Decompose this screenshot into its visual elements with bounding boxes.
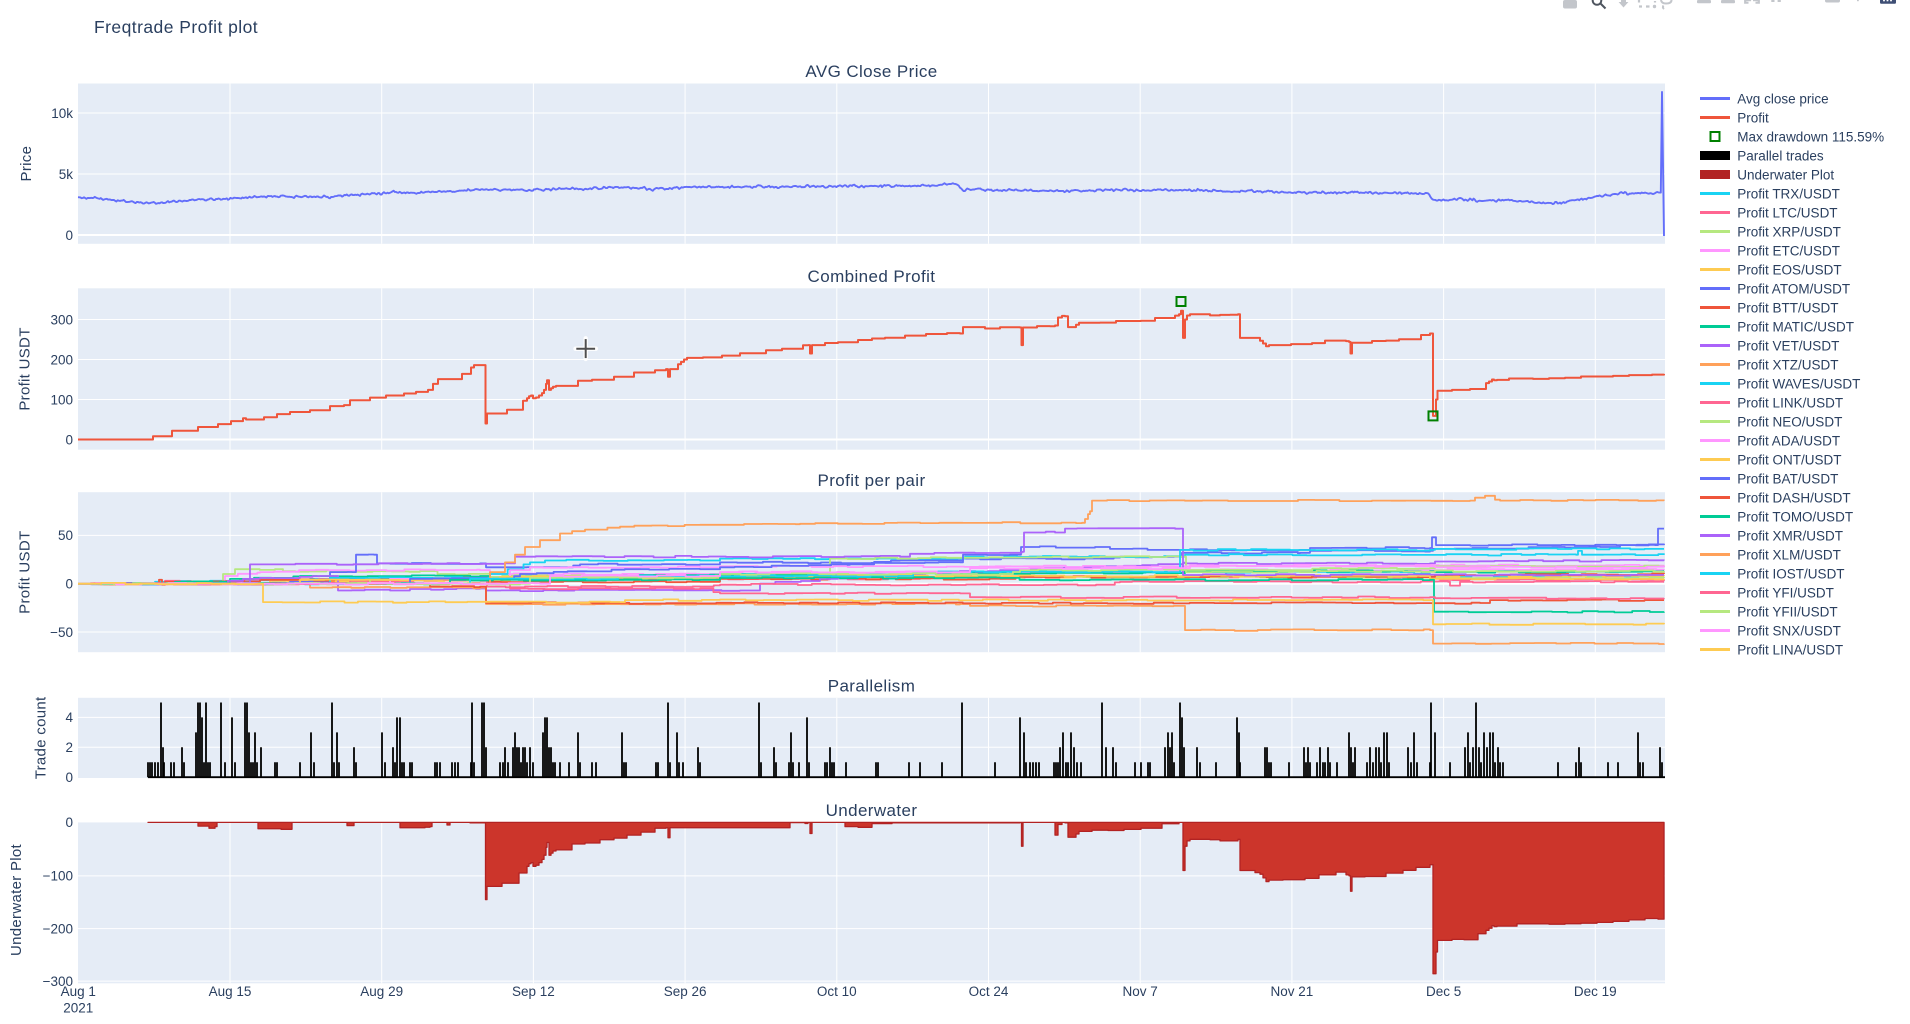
svg-text:Profit IOST/USDT: Profit IOST/USDT [1737,566,1844,581]
svg-text:Parallel trades: Parallel trades [1737,148,1824,163]
svg-text:Profit ATOM/USDT: Profit ATOM/USDT [1737,281,1850,296]
svg-text:2: 2 [65,740,73,755]
svg-text:10k: 10k [51,106,73,121]
svg-text:0: 0 [65,432,73,447]
svg-text:AVG Close Price: AVG Close Price [805,62,937,81]
svg-text:Profit LTC/USDT: Profit LTC/USDT [1737,205,1837,220]
svg-text:Profit BAT/USDT: Profit BAT/USDT [1737,471,1838,486]
svg-text:Nov 21: Nov 21 [1271,984,1314,999]
svg-text:5k: 5k [59,167,74,182]
svg-text:Profit YFII/USDT: Profit YFII/USDT [1737,604,1837,619]
svg-text:0: 0 [65,770,73,785]
svg-text:200: 200 [50,352,73,367]
svg-text:Profit DASH/USDT: Profit DASH/USDT [1737,490,1850,505]
svg-text:Profit SNX/USDT: Profit SNX/USDT [1737,623,1841,638]
svg-text:0: 0 [65,577,73,592]
svg-text:Profit LINK/USDT: Profit LINK/USDT [1737,395,1843,410]
svg-text:Profit TRX/USDT: Profit TRX/USDT [1737,186,1840,201]
svg-text:0: 0 [65,228,73,243]
svg-text:−100: −100 [43,869,73,884]
svg-text:Profit EOS/USDT: Profit EOS/USDT [1737,262,1841,277]
svg-text:Profit NEO/USDT: Profit NEO/USDT [1737,414,1842,429]
svg-text:Sep 12: Sep 12 [512,984,555,999]
svg-text:Profit TOMO/USDT: Profit TOMO/USDT [1737,509,1853,524]
svg-text:Profit USDT: Profit USDT [16,327,33,410]
svg-text:Profit ONT/USDT: Profit ONT/USDT [1737,452,1841,467]
svg-text:Nov 7: Nov 7 [1123,984,1158,999]
svg-text:Price: Price [18,146,35,182]
svg-text:Aug 1: Aug 1 [61,984,96,999]
svg-text:Underwater Plot: Underwater Plot [8,843,25,956]
svg-text:4: 4 [65,710,73,725]
svg-text:100: 100 [50,392,73,407]
svg-text:Profit USDT: Profit USDT [16,531,33,614]
svg-text:Sep 26: Sep 26 [664,984,707,999]
svg-text:−200: −200 [43,921,73,936]
svg-text:Underwater: Underwater [826,801,918,820]
svg-text:Oct 10: Oct 10 [817,984,857,999]
svg-text:Dec 5: Dec 5 [1426,984,1461,999]
svg-text:300: 300 [50,312,73,327]
svg-text:Combined Profit: Combined Profit [808,267,936,286]
svg-text:Freqtrade Profit plot: Freqtrade Profit plot [94,17,258,37]
svg-text:Max drawdown 115.59%: Max drawdown 115.59% [1737,129,1884,144]
svg-text:−50: −50 [50,625,73,640]
svg-text:Profit: Profit [1737,110,1769,125]
svg-text:50: 50 [58,528,73,543]
svg-text:Avg close price: Avg close price [1737,91,1828,106]
svg-text:Profit YFI/USDT: Profit YFI/USDT [1737,585,1834,600]
svg-text:Trade count: Trade count [33,696,50,779]
svg-text:−300: −300 [43,974,73,989]
svg-text:Profit MATIC/USDT: Profit MATIC/USDT [1737,319,1854,334]
svg-text:Profit ADA/USDT: Profit ADA/USDT [1737,433,1840,448]
svg-text:Parallelism: Parallelism [828,676,916,695]
svg-text:Profit XMR/USDT: Profit XMR/USDT [1737,528,1843,543]
svg-text:Profit VET/USDT: Profit VET/USDT [1737,338,1839,353]
svg-text:Profit BTT/USDT: Profit BTT/USDT [1737,300,1838,315]
svg-text:Profit ETC/USDT: Profit ETC/USDT [1737,243,1840,258]
svg-text:Dec 19: Dec 19 [1574,984,1617,999]
svg-text:Profit XRP/USDT: Profit XRP/USDT [1737,224,1841,239]
svg-text:Profit per pair: Profit per pair [817,471,925,490]
svg-text:2021: 2021 [63,1001,93,1016]
svg-text:Profit WAVES/USDT: Profit WAVES/USDT [1737,376,1860,391]
svg-text:Profit XLM/USDT: Profit XLM/USDT [1737,547,1841,562]
svg-text:Profit XTZ/USDT: Profit XTZ/USDT [1737,357,1838,372]
svg-text:Aug 29: Aug 29 [360,984,403,999]
svg-text:Underwater Plot: Underwater Plot [1737,167,1834,182]
svg-text:Profit LINA/USDT: Profit LINA/USDT [1737,642,1843,657]
svg-text:Aug 15: Aug 15 [209,984,252,999]
svg-text:0: 0 [65,815,73,830]
svg-text:Oct 24: Oct 24 [969,984,1009,999]
